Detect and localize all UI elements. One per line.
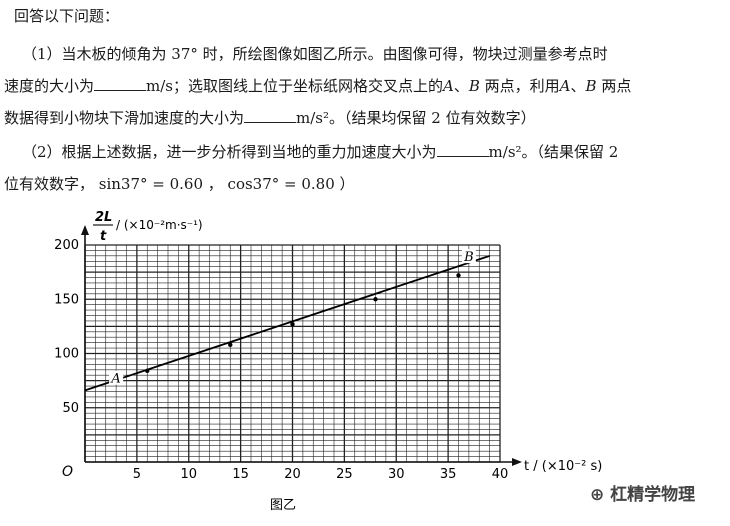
data-point bbox=[145, 368, 150, 374]
part1-text: 速度的大小为 bbox=[4, 77, 95, 95]
part1-line2: 速度的大小为 m/s；选取图线上位于坐标纸网格交叉点上的A、B 两点，利用A、B … bbox=[4, 76, 631, 96]
part1-text-mid: 两点，利用 bbox=[479, 77, 560, 95]
y-tick-label: 100 bbox=[54, 347, 79, 362]
y-label-numerator: 2L bbox=[95, 210, 112, 225]
part1-line1: （1）当木板的倾角为 37° 时，所绘图像如图乙所示。由图像可得，物块过测量参考… bbox=[22, 45, 608, 63]
y-tick-label: 150 bbox=[54, 292, 79, 307]
x-tick-label: 10 bbox=[180, 467, 197, 482]
x-tick-label: 15 bbox=[232, 467, 249, 482]
data-point bbox=[373, 297, 378, 302]
intro-line: 回答以下问题： bbox=[14, 7, 120, 25]
part1-text: 数据得到小物块下滑加速度的大小为 bbox=[4, 109, 245, 127]
point-label-a: A bbox=[110, 372, 120, 387]
x-tick-label: 40 bbox=[492, 467, 509, 482]
fit-line bbox=[84, 254, 490, 392]
part1-unit: m/s；选取图线上位于坐标纸网格交叉点上的 bbox=[146, 77, 443, 95]
point-label-bg bbox=[461, 249, 476, 264]
part1-unit: m/s²。（结果均保留 2 位有效数字） bbox=[296, 109, 536, 127]
point-b-ref: B bbox=[585, 77, 597, 95]
part2-line2: 位有效数字， sin37° = 0.60 ， cos37° = 0.80 ） bbox=[4, 175, 355, 193]
separator: 、 bbox=[570, 77, 586, 95]
answer-blank-velocity bbox=[94, 76, 147, 91]
watermark: ⊕ 杠精学物理 bbox=[590, 480, 695, 505]
axes bbox=[81, 225, 522, 466]
x-tick-label: 20 bbox=[284, 467, 301, 482]
x-tick-label: 30 bbox=[388, 467, 405, 482]
part2-text: （2）根据上述数据，进一步分析得到当地的重力加速度大小为 bbox=[22, 143, 437, 161]
x-axis-arrow bbox=[512, 458, 522, 466]
x-label: t / (×10⁻² s) bbox=[524, 459, 602, 474]
watermark-icon: ⊕ bbox=[590, 485, 611, 505]
part2-line1: （2）根据上述数据，进一步分析得到当地的重力加速度大小为 m/s²。（结果保留 2 bbox=[22, 142, 618, 162]
x-tick-label: 35 bbox=[440, 467, 457, 482]
origin-label: O bbox=[62, 464, 73, 480]
data-marks: AB bbox=[84, 249, 490, 392]
answer-blank-acceleration bbox=[244, 108, 297, 123]
point-a-ref: A bbox=[559, 77, 571, 95]
part1-text-end: 两点 bbox=[596, 77, 632, 95]
figure-caption: 图乙 bbox=[270, 498, 296, 513]
x-tick-label: 5 bbox=[133, 467, 141, 482]
axis-text: 2L t / (×10⁻²m·s⁻¹) t / (×10⁻² s) O 图乙 5… bbox=[54, 210, 602, 513]
point-label-bg bbox=[109, 370, 124, 385]
part2-unit: m/s²。（结果保留 2 bbox=[488, 143, 619, 161]
answer-blank-gravity bbox=[436, 142, 489, 157]
data-point bbox=[456, 273, 461, 278]
graph-figure: AB 2L t / (×10⁻²m·s⁻¹) t / (×10⁻² s) O 图… bbox=[54, 210, 602, 513]
y-axis-arrow bbox=[81, 225, 89, 235]
point-label-b: B bbox=[463, 250, 474, 265]
y-label-denominator: t bbox=[100, 229, 107, 244]
data-point bbox=[290, 322, 295, 327]
separator: 、 bbox=[453, 77, 469, 95]
x-tick-label: 25 bbox=[336, 467, 353, 482]
y-tick-label: 200 bbox=[54, 238, 79, 253]
y-label-unit: / (×10⁻²m·s⁻¹) bbox=[116, 218, 203, 232]
part1-line3: 数据得到小物块下滑加速度的大小为 m/s²。（结果均保留 2 位有效数字） bbox=[4, 108, 536, 128]
watermark-text: 杠精学物理 bbox=[610, 485, 696, 505]
point-a-ref: A bbox=[443, 77, 454, 95]
point-b-ref: B bbox=[468, 77, 480, 95]
y-tick-label: 50 bbox=[62, 401, 79, 416]
data-point bbox=[228, 342, 233, 348]
grid-paper bbox=[84, 244, 501, 463]
